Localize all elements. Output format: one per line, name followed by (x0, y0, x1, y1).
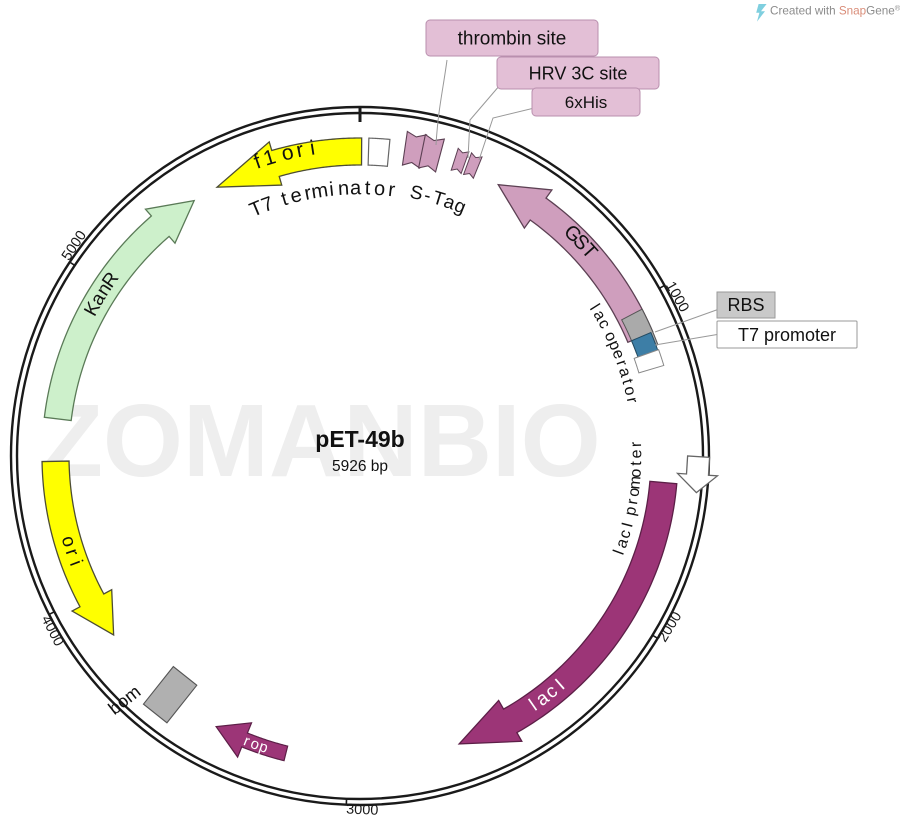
svg-text:o: o (373, 178, 386, 201)
svg-text:o: o (627, 468, 645, 478)
svg-text:6xHis: 6xHis (565, 93, 608, 112)
svg-text:RBS: RBS (727, 295, 764, 315)
svg-text:m: m (310, 179, 330, 203)
svg-text:e: e (628, 449, 645, 458)
svg-text:HRV 3C site: HRV 3C site (529, 63, 628, 83)
svg-text:thrombin site: thrombin site (458, 29, 567, 50)
svg-text:3000: 3000 (346, 802, 379, 819)
svg-text:5926 bp: 5926 bp (332, 458, 388, 475)
svg-text:a: a (350, 177, 362, 199)
svg-text:n: n (337, 177, 349, 200)
svg-text:t: t (365, 177, 372, 199)
svg-text:pET-49b: pET-49b (315, 426, 404, 452)
svg-text:T7 promoter: T7 promoter (738, 325, 836, 345)
svg-text:Created with SnapGene®: Created with SnapGene® (770, 4, 900, 18)
